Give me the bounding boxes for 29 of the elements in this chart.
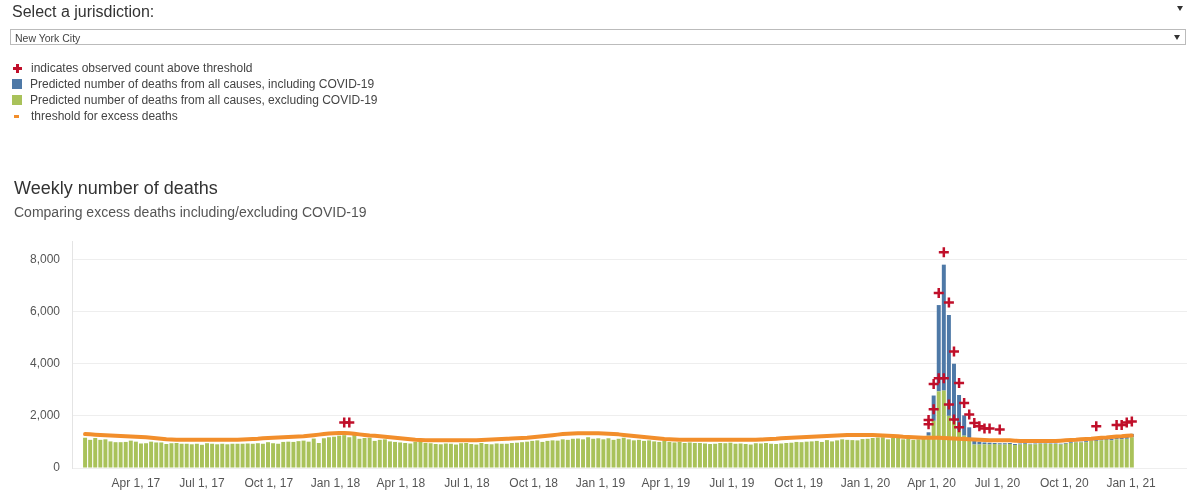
dropdown-field: New York City xyxy=(10,29,1186,45)
x-tick-label: Jul 1, 18 xyxy=(444,475,490,490)
x-tick-label: Oct 1, 20 xyxy=(1039,475,1089,490)
x-tick-label: Jul 1, 19 xyxy=(709,475,755,490)
x-tick-label: Jul 1, 20 xyxy=(974,475,1021,490)
legend-label: threshold for excess deaths xyxy=(31,109,178,123)
y-tick-label: 0 xyxy=(53,460,61,475)
x-tick-label: Oct 1, 18 xyxy=(509,475,559,490)
x-tick-label: Jan 1, 18 xyxy=(310,475,361,490)
x-tick-label: Oct 1, 17 xyxy=(244,475,294,490)
x-tick-label: Jan 1, 20 xyxy=(840,475,891,490)
x-tick-label: Apr 1, 20 xyxy=(907,475,957,490)
legend-label: Predicted number of deaths from all causes, excluding COVID-19 xyxy=(30,93,378,107)
legend-label: indicates observed count above threshold xyxy=(31,61,253,75)
x-tick-label: Apr 1, 19 xyxy=(641,475,691,490)
text: Select a jurisdiction: xyxy=(12,3,155,21)
y-tick-label: 8,000 xyxy=(29,251,61,266)
x-tick-label: Oct 1, 19 xyxy=(774,475,824,490)
x-tick-label: Jan 1, 21 xyxy=(1106,475,1157,490)
x-tick-label: Jul 1, 17 xyxy=(179,475,225,490)
chart-subtitle: Comparing excess deaths including/excluding COVID-19 xyxy=(14,204,367,220)
y-tick-label: 2,000 xyxy=(29,408,61,423)
x-tick-label: Apr 1, 18 xyxy=(376,475,426,490)
x-tick-label: Apr 1, 17 xyxy=(111,475,161,490)
legend-label: Predicted number of deaths from all causes, including COVID-19 xyxy=(30,77,375,91)
chart-title: Weekly number of deaths xyxy=(14,178,218,199)
y-tick-label: 6,000 xyxy=(29,303,61,318)
x-tick-label: Jan 1, 19 xyxy=(575,475,626,490)
y-tick-label: 4,000 xyxy=(29,356,61,371)
